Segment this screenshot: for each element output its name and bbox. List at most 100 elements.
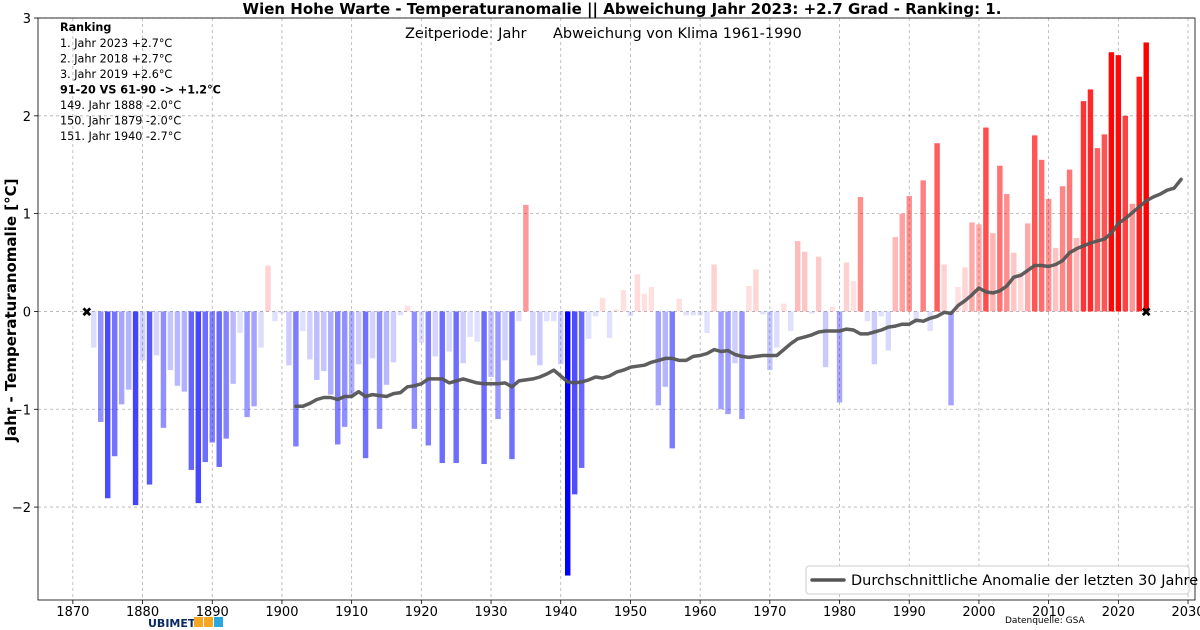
x-tick-label: 1960 (684, 605, 717, 620)
x-tick-label: 1970 (753, 605, 786, 620)
climate-reference-label: Abweichung von Klima 1961-1990 (553, 26, 802, 42)
ranking-line: 149. Jahr 1888 -2.0°C (60, 99, 181, 112)
bar-1995 (941, 264, 947, 312)
bar-1925 (453, 311, 459, 464)
x-tick-label: 1980 (823, 605, 856, 620)
bar-2019 (1108, 52, 1115, 312)
bar-1975 (801, 251, 808, 312)
bar-1926 (460, 311, 466, 364)
bar-1966 (739, 311, 745, 420)
bar-1985 (871, 311, 878, 365)
bar-2010 (1045, 198, 1052, 312)
bar-2004 (1004, 194, 1010, 312)
bar-2005 (1011, 252, 1017, 312)
running-average-line (294, 177, 1183, 409)
bar-1977 (815, 256, 822, 312)
bar-2001 (983, 127, 989, 312)
bar-1912 (362, 311, 369, 459)
bar-2006 (1018, 272, 1024, 312)
bar-1945 (592, 311, 599, 317)
bar-1931 (495, 311, 501, 420)
bar-1952 (641, 293, 648, 312)
bar-2017 (1094, 148, 1101, 312)
bar-1914 (376, 311, 383, 429)
x-tick-label: 1900 (265, 605, 298, 620)
bar-2007 (1025, 223, 1031, 312)
y-tick-label: 1 (23, 208, 31, 223)
bar-1983 (857, 197, 864, 312)
bar-1988 (892, 237, 899, 312)
bar-1956 (669, 311, 675, 449)
bar-1920 (418, 311, 425, 343)
bar-1932 (502, 311, 508, 361)
bar-1961 (704, 311, 710, 333)
bar-1953 (648, 286, 655, 312)
bar-2020 (1115, 55, 1122, 312)
bar-1918 (404, 305, 411, 312)
bar-1916 (390, 311, 397, 363)
bar-1978 (822, 311, 829, 368)
bar-1976 (808, 311, 815, 314)
bar-1934 (516, 311, 522, 322)
bar-1997 (955, 286, 961, 312)
sun-icon (194, 617, 203, 627)
bar-1957 (676, 298, 682, 312)
y-tick-label: 2 (23, 110, 31, 125)
bar-1959 (690, 311, 696, 316)
bar-1979 (829, 306, 836, 312)
bar-1891 (216, 311, 222, 467)
x-tick-label: 1920 (405, 605, 438, 620)
ubimet-logo: UBIMET (148, 617, 223, 630)
bar-1897 (258, 311, 264, 348)
bar-1899 (272, 311, 278, 322)
bar-1900 (279, 311, 285, 314)
bar-1910 (348, 311, 355, 397)
data-source: Datenquelle: GSA (1005, 616, 1085, 626)
y-tick-label: 3 (23, 12, 31, 27)
bar-1904 (307, 311, 313, 360)
bar-2000 (976, 224, 982, 312)
bar-1922 (432, 311, 439, 357)
bar-1958 (683, 311, 689, 316)
bar-1938 (544, 311, 550, 322)
bar-1949 (620, 289, 627, 312)
bar-1873 (91, 311, 97, 348)
bar-1980 (836, 311, 843, 403)
bar-1943 (578, 311, 585, 468)
bar-1935 (523, 204, 529, 312)
bar-1947 (606, 311, 613, 338)
bar-2022 (1129, 203, 1135, 312)
end-marker-1: ✖ (1141, 305, 1152, 320)
legend-box (805, 565, 1190, 595)
bar-1954 (655, 311, 662, 406)
bar-1942 (571, 311, 578, 495)
y-axis-label: Jahr - Temperaturanomalie [°C] (2, 179, 20, 443)
x-tick-label: 1910 (335, 605, 368, 620)
bar-1991 (913, 311, 919, 324)
bar-1875 (104, 311, 111, 499)
bar-1998 (962, 267, 968, 312)
x-tick-label: 1950 (614, 605, 647, 620)
bar-1971 (774, 311, 780, 348)
ranking-line: 151. Jahr 1940 -2.7°C (60, 130, 181, 143)
bar-2013 (1066, 169, 1073, 312)
bar-1937 (537, 311, 543, 366)
bar-1919 (411, 311, 418, 429)
bar-2023 (1136, 76, 1142, 312)
end-marker-0: ✖ (81, 305, 92, 320)
bar-1974 (794, 241, 801, 312)
bar-1887 (188, 311, 195, 470)
bar-1981 (843, 262, 850, 312)
x-tick-label: 2000 (962, 605, 995, 620)
bar-1944 (585, 311, 592, 339)
bar-1948 (613, 309, 620, 312)
bar-1881 (146, 311, 153, 485)
bar-1886 (181, 311, 188, 392)
bar-1936 (530, 311, 536, 356)
x-tick-label: 1940 (544, 605, 577, 620)
bar-1946 (599, 297, 606, 312)
y-tick-label: −2 (12, 501, 31, 516)
bar-1993 (927, 311, 933, 332)
y-axis: −2 −1 0 1 2 3 (12, 12, 38, 516)
x-tick-label: 2030 (1171, 605, 1200, 620)
